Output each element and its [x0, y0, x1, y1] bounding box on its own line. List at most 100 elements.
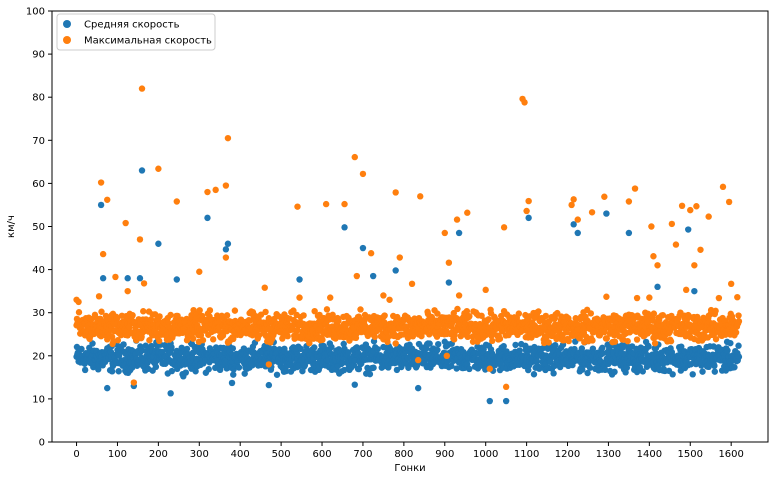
outlier-point: [603, 210, 610, 217]
outlier-point: [222, 246, 230, 253]
outlier-point: [691, 287, 698, 295]
outlier-point: [525, 214, 532, 222]
point: [448, 362, 455, 370]
point: [735, 353, 743, 361]
point: [489, 337, 496, 345]
point: [469, 338, 477, 345]
outlier-point: [380, 292, 387, 299]
point: [732, 329, 740, 336]
outlier-point: [294, 203, 301, 210]
outlier-point: [265, 361, 273, 368]
point: [262, 308, 269, 316]
point: [587, 310, 595, 317]
legend-label-mean-speed: Средняя скорость: [84, 20, 180, 31]
point: [156, 313, 163, 320]
outlier-point: [124, 287, 131, 295]
outlier-point: [727, 280, 735, 288]
outlier-point: [104, 384, 111, 392]
point: [731, 364, 738, 371]
outlier-point: [502, 397, 510, 405]
point: [114, 337, 122, 344]
x-tick-label: 1600: [718, 449, 743, 460]
x-tick-label: 700: [353, 449, 372, 460]
x-axis-label: Гонки: [394, 463, 425, 474]
outlier-point: [570, 221, 577, 228]
x-tick-label: 100: [108, 449, 127, 460]
outlier-point: [443, 352, 451, 359]
outlier-point: [122, 219, 129, 227]
point: [128, 364, 136, 371]
legend-marker-mean-speed: [63, 20, 71, 28]
x-tick-label: 200: [149, 449, 168, 460]
point: [182, 369, 189, 376]
point: [75, 309, 83, 316]
point: [300, 312, 307, 319]
outlier-point: [327, 294, 334, 301]
point: [306, 339, 313, 347]
outlier-point: [265, 381, 273, 389]
point: [667, 338, 675, 345]
point: [644, 310, 652, 318]
outlier-point: [359, 244, 367, 252]
point: [463, 307, 471, 315]
point: [89, 340, 96, 347]
point: [189, 335, 197, 342]
point: [392, 340, 399, 347]
point: [323, 306, 331, 313]
point: [579, 366, 586, 373]
point: [611, 368, 618, 376]
outlier-point: [222, 254, 230, 261]
point: [516, 347, 523, 354]
point: [335, 317, 342, 325]
outlier-point: [441, 229, 448, 237]
point: [311, 344, 318, 351]
outlier-point: [212, 186, 219, 194]
outlier-point: [445, 259, 453, 266]
outlier-point: [136, 236, 144, 243]
point: [235, 364, 243, 371]
outlier-point: [687, 206, 694, 214]
outlier-point: [705, 213, 712, 220]
outlier-point: [136, 275, 144, 282]
outlier-point: [369, 272, 377, 280]
point: [81, 366, 89, 374]
outlier-point: [392, 189, 399, 196]
y-tick-label: 100: [26, 7, 45, 18]
point: [586, 364, 594, 371]
point: [735, 318, 743, 325]
point: [241, 370, 248, 377]
point: [689, 371, 696, 378]
x-tick-label: 300: [190, 449, 209, 460]
point: [340, 340, 347, 348]
point: [328, 343, 335, 351]
legend: Средняя скорость Максимальная скорость: [56, 13, 216, 51]
outlier-point: [95, 293, 103, 300]
outlier-point: [523, 207, 530, 215]
outlier-point: [196, 268, 203, 275]
point: [147, 316, 155, 323]
outlier-point: [650, 253, 657, 260]
point: [95, 366, 102, 373]
legend-box: [56, 13, 216, 51]
point: [669, 371, 676, 378]
x-tick-label: 1100: [514, 449, 539, 460]
point: [374, 345, 381, 353]
y-tick-label: 90: [32, 50, 45, 61]
point: [434, 346, 441, 354]
point: [167, 311, 174, 319]
point: [611, 338, 619, 345]
point: [168, 367, 176, 375]
point: [371, 333, 379, 341]
outlier-point: [482, 286, 489, 294]
point: [230, 335, 237, 343]
outlier-point: [97, 201, 105, 209]
point: [571, 345, 578, 353]
point: [724, 347, 731, 354]
outlier-point: [668, 220, 676, 228]
point: [496, 335, 504, 342]
outlier-point: [386, 296, 393, 303]
y-tick-label: 50: [32, 222, 45, 233]
point: [355, 365, 363, 373]
point: [530, 371, 538, 378]
point: [282, 367, 290, 375]
